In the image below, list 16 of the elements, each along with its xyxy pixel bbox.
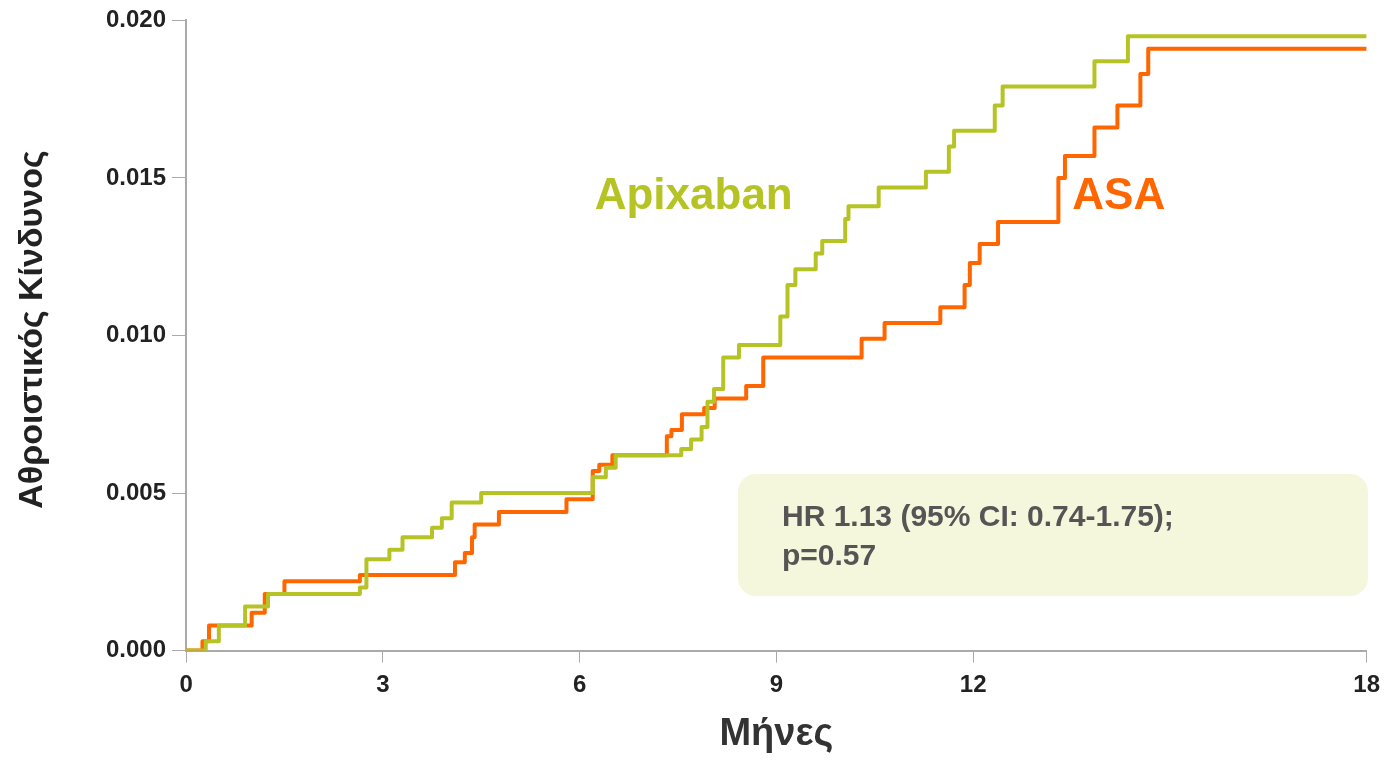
y-tick-label: 0.000 xyxy=(106,635,167,663)
y-tick-label: 0.015 xyxy=(106,162,167,190)
note-box: HR 1.13 (95% CI: 0.74-1.75); p=0.57 xyxy=(738,474,1368,596)
x-tick-label: 12 xyxy=(959,669,987,697)
y-axis-title: Αθροιστικός Κίνδυνος xyxy=(10,149,50,511)
y-tick-label: 0.010 xyxy=(106,320,167,348)
x-tick-label: 3 xyxy=(376,669,390,697)
y-tick-label: 0.020 xyxy=(106,5,167,33)
x-axis-title: Μήνες xyxy=(719,710,834,753)
series-label: Apixaban xyxy=(594,169,793,218)
x-tick-label: 6 xyxy=(572,669,587,697)
series-label: ASA xyxy=(1072,169,1166,218)
x-tick-label: 18 xyxy=(1353,669,1380,697)
y-tick-label: 0.005 xyxy=(106,477,167,505)
x-tick-label: 9 xyxy=(769,669,784,697)
x-tick-label: 0 xyxy=(179,669,193,697)
